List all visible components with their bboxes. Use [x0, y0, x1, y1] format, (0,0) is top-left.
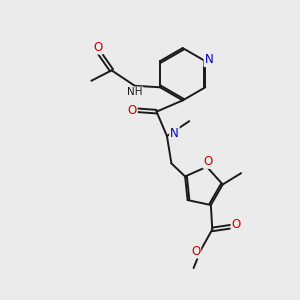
Text: O: O [93, 41, 102, 54]
Text: N: N [205, 53, 213, 66]
Text: O: O [204, 155, 213, 168]
Text: O: O [191, 244, 200, 258]
Text: NH: NH [127, 87, 142, 97]
Text: O: O [232, 218, 241, 231]
Text: N: N [170, 127, 179, 140]
Text: O: O [128, 104, 137, 117]
